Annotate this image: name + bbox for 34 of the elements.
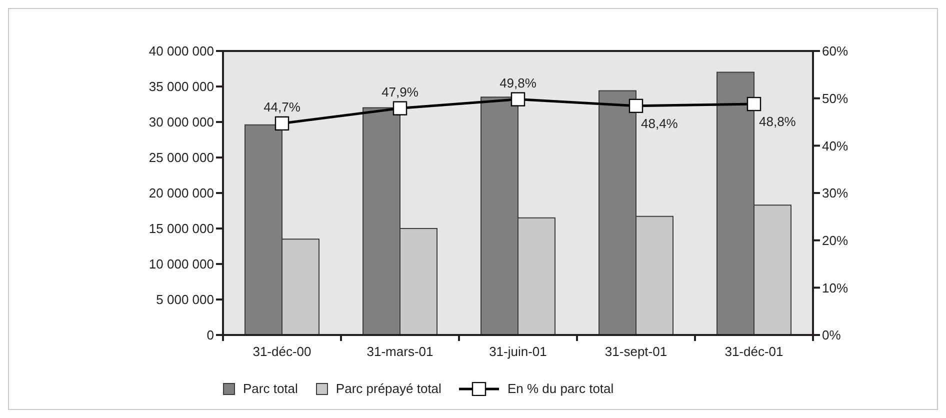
legend-label: Parc total [243,381,298,396]
y-tick-label: 35 000 000 [148,79,214,94]
x-tick-label: 31-juin-01 [489,344,547,360]
y-tick-label: 0 [206,328,214,343]
point [628,98,644,114]
point [274,116,290,131]
data-label: 48,8% [759,114,796,130]
legend-label: Parc prépayé total [336,381,442,396]
x-tick-label: 31-déc-01 [724,344,784,360]
legend-label: En % du parc total [507,381,614,396]
x-tick-label: 31-mars-01 [366,344,434,360]
y2-tick-label: 50% [822,90,848,106]
data-label: 49,8% [500,75,537,90]
x-tick-label: 31-sept-01 [604,344,668,360]
point [510,92,526,106]
x-tick-label: 31-déc-00 [252,344,312,360]
y2-tick-label: 0% [822,328,842,343]
y-tick-label: 10 000 000 [148,256,214,272]
y-tick-label: 15 000 000 [148,221,214,236]
y-tick-label: 5 000 000 [156,292,214,308]
y2-tick-label: 30% [822,186,848,201]
y-tick-label: 20 000 000 [148,186,214,201]
data-label: 48,4% [641,116,678,131]
y-tick-label: 25 000 000 [148,150,214,166]
data-label: 44,7% [264,99,301,114]
y-tick-label: 40 000 000 [148,44,214,59]
point [392,101,408,116]
y2-tick-label: 20% [822,232,848,248]
point [746,96,762,112]
y-tick-label: 30 000 000 [148,114,214,130]
y2-tick-label: 40% [822,138,848,154]
y2-tick-label: 10% [822,280,848,296]
y2-tick-label: 60% [822,44,848,59]
data-label: 47,9% [382,84,419,100]
